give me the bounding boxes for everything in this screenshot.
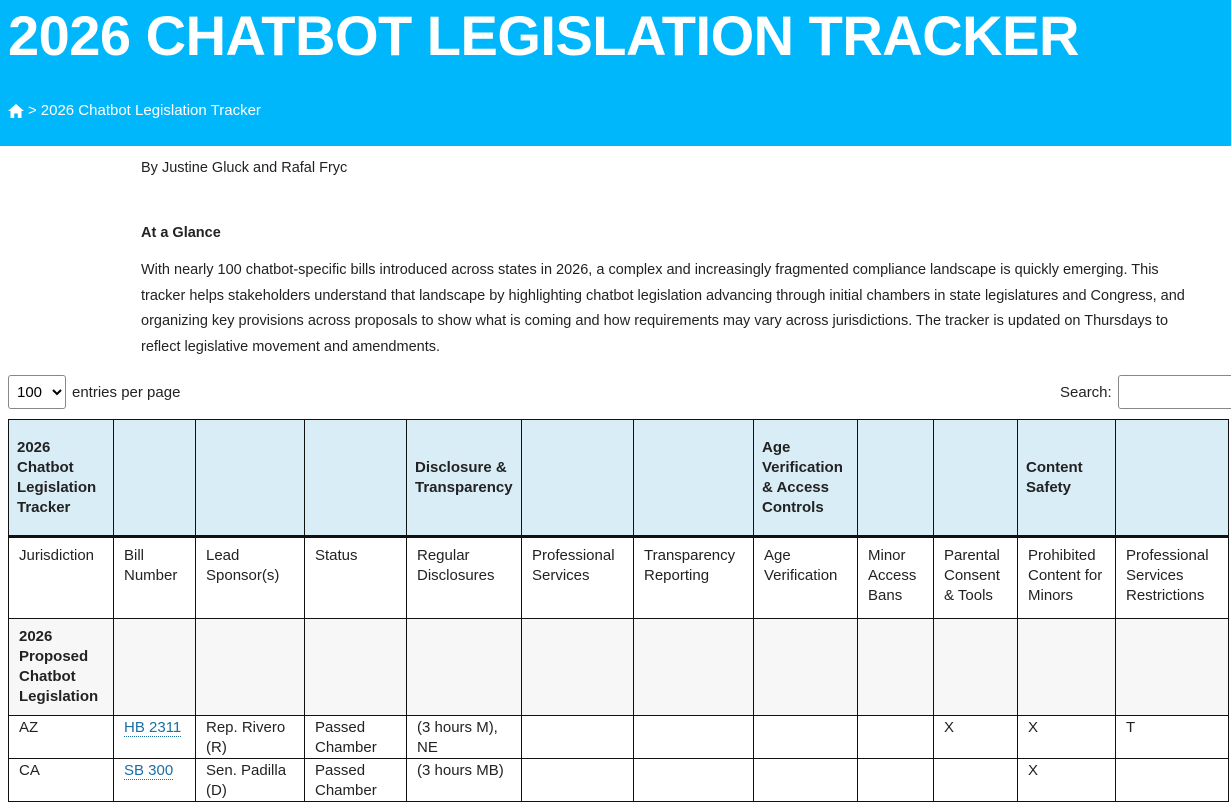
table-cell: (3 hours MB): [406, 758, 522, 802]
section-cell: [195, 618, 305, 716]
bill-link[interactable]: SB 300: [124, 762, 174, 780]
table-cell: [521, 715, 634, 759]
table-cell: HB 2311: [113, 715, 196, 759]
table-row: AZ HB 2311 Rep. Rivero (R) Passed Chamber (3…: [8, 715, 1229, 759]
column-header[interactable]: Status: [304, 535, 407, 619]
column-header[interactable]: Jurisdiction: [8, 535, 114, 619]
bill-link[interactable]: HB 2311: [124, 719, 182, 737]
section-cell: [933, 618, 1018, 716]
table-cell: [753, 715, 858, 759]
column-header[interactable]: Professional Services Restrictions: [1115, 535, 1229, 619]
section-row: 2026 Proposed Chatbot Legislation: [8, 618, 1229, 716]
entries-per-page-select[interactable]: 100: [8, 375, 66, 409]
table-cell: [1115, 758, 1229, 802]
table-cell: [933, 758, 1018, 802]
table-cell: [753, 758, 858, 802]
section-cell: [113, 618, 196, 716]
column-header[interactable]: Transparency Reporting: [633, 535, 754, 619]
group-header: 2026 Chatbot Legislation Tracker: [8, 419, 114, 537]
page-title: 2026 CHATBOT LEGISLATION TRACKER: [8, 4, 1079, 67]
group-header: [521, 419, 634, 537]
group-header: [304, 419, 407, 537]
table-cell: X: [933, 715, 1018, 759]
breadcrumb-current: 2026 Chatbot Legislation Tracker: [40, 102, 261, 119]
search-control: Search:: [1060, 375, 1231, 409]
breadcrumb-separator: >: [28, 102, 37, 119]
section-cell: [1115, 618, 1229, 716]
page-length-control: 100 entries per page: [8, 375, 180, 409]
section-cell: [857, 618, 934, 716]
table-cell: [857, 715, 934, 759]
column-header[interactable]: Parental Consent & Tools: [933, 535, 1018, 619]
column-header[interactable]: Prohibited Content for Minors: [1017, 535, 1116, 619]
section-cell: [753, 618, 858, 716]
table-cell: Rep. Rivero (R): [195, 715, 305, 759]
table-row: CA SB 300 Sen. Padilla (D) Passed Chamber (3…: [8, 758, 1229, 802]
byline: By Justine Gluck and Rafal Fryc: [141, 160, 348, 176]
group-header: [933, 419, 1018, 537]
table-cell: T: [1115, 715, 1229, 759]
section-cell: [406, 618, 522, 716]
intro-paragraph: With nearly 100 chatbot-specific bills i…: [141, 262, 1185, 356]
column-header[interactable]: Age Verification: [753, 535, 858, 619]
section-cell: [521, 618, 634, 716]
table-cell: [857, 758, 934, 802]
group-header: [195, 419, 305, 537]
column-header[interactable]: Lead Sponsor(s): [195, 535, 305, 619]
search-input[interactable]: [1117, 375, 1231, 409]
table-cell: CA: [8, 758, 114, 802]
column-header[interactable]: Bill Number: [113, 535, 196, 619]
section-cell: [304, 618, 407, 716]
table-cell: SB 300: [113, 758, 196, 802]
group-header: [113, 419, 196, 537]
legislation-table: 2026 Chatbot Legislation Tracker Disclosu…: [8, 419, 1229, 802]
section-heading: At a Glance: [141, 225, 221, 241]
group-header: Content Safety: [1017, 419, 1116, 537]
group-header: [1115, 419, 1229, 537]
section-cell: [1017, 618, 1116, 716]
entries-per-page-label: entries per page: [72, 383, 181, 401]
table-cell: [633, 715, 754, 759]
table-cell: X: [1017, 758, 1116, 802]
group-header: [857, 419, 934, 537]
breadcrumb: > 2026 Chatbot Legislation Tracker: [8, 102, 261, 119]
group-header: [633, 419, 754, 537]
group-header: Age Verification & Access Controls: [753, 419, 858, 537]
table-cell: X: [1017, 715, 1116, 759]
table-cell: Passed Chamber: [304, 715, 407, 759]
group-header: Disclosure & Transparency: [406, 419, 522, 537]
column-header[interactable]: Professional Services: [521, 535, 634, 619]
section-cell: [633, 618, 754, 716]
table-cell: AZ: [8, 715, 114, 759]
table-cell: [521, 758, 634, 802]
table-cell: [633, 758, 754, 802]
table-cell: Sen. Padilla (D): [195, 758, 305, 802]
table-cell: (3 hours M), NE: [406, 715, 522, 759]
column-header[interactable]: Minor Access Bans: [857, 535, 934, 619]
table-cell: Passed Chamber: [304, 758, 407, 802]
page-banner: 2026 CHATBOT LEGISLATION TRACKER > 2026 …: [0, 0, 1231, 146]
home-icon[interactable]: [8, 103, 24, 118]
section-label: 2026 Proposed Chatbot Legislation: [8, 618, 114, 716]
column-header[interactable]: Regular Disclosures: [406, 535, 522, 619]
search-label: Search:: [1060, 383, 1112, 401]
